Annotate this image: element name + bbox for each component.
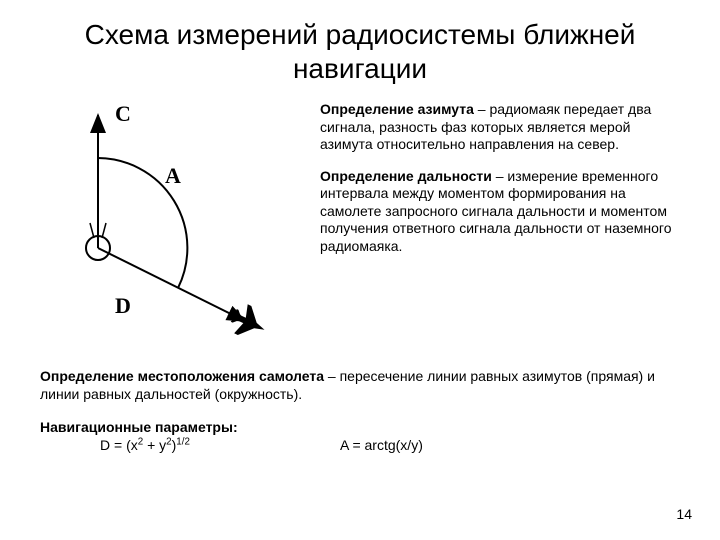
range-paragraph: Определение дальности – измерение времен… <box>320 168 680 256</box>
beacon-antenna-left <box>90 223 94 238</box>
diagram: C A D <box>40 93 300 353</box>
formula-d: D = (x2 + y2)1/2 <box>40 436 340 454</box>
nav-params-formulas: D = (x2 + y2)1/2 A = arctg(x/y) <box>40 436 680 454</box>
right-text-column: Определение азимута – радиомаяк передает… <box>320 93 680 353</box>
label-c: C <box>115 101 131 127</box>
nav-params-label: Навигационные параметры: <box>40 418 680 436</box>
aircraft-icon <box>227 301 271 344</box>
page-number: 14 <box>676 506 692 522</box>
formula-a: A = arctg(x/y) <box>340 436 423 454</box>
formula-d-mid: + y <box>143 437 166 453</box>
content-row: C A D Определение азимута – радиомаяк пе… <box>40 93 680 353</box>
bottom-section: Определение местоположения самолета – пе… <box>40 367 680 454</box>
label-d: D <box>115 293 131 319</box>
position-term: Определение местоположения самолета <box>40 368 324 384</box>
beacon-antenna-right <box>102 223 106 238</box>
azimuth-term: Определение азимута <box>320 101 474 117</box>
formula-d-exp: 1/2 <box>176 436 190 447</box>
azimuth-paragraph: Определение азимута – радиомаяк передает… <box>320 101 680 154</box>
label-a: A <box>165 163 181 189</box>
nav-params-block: Навигационные параметры: D = (x2 + y2)1/… <box>40 418 680 454</box>
position-paragraph: Определение местоположения самолета – пе… <box>40 367 680 403</box>
range-term: Определение дальности <box>320 168 492 184</box>
formula-d-pre: D = (x <box>100 437 138 453</box>
slide-title: Схема измерений радиосистемы ближней нав… <box>40 18 680 85</box>
diagram-svg <box>40 93 300 353</box>
